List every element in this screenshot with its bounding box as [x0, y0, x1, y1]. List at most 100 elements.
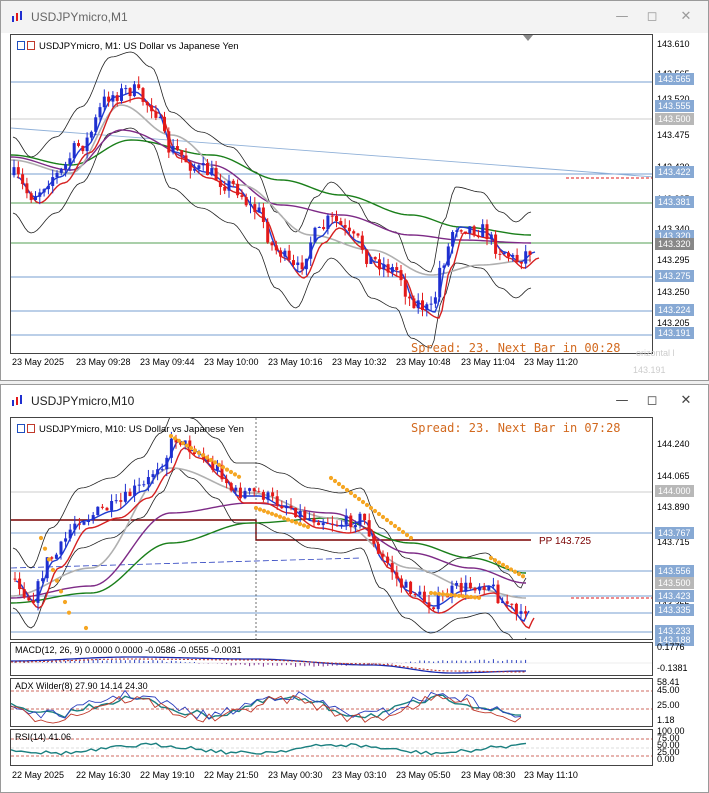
parabolic-sar-dot [452, 593, 458, 598]
parabolic-sar-dot [54, 578, 60, 583]
rsi-panel[interactable]: RSI(14) 41.06 [10, 729, 653, 766]
parabolic-sar-dot [468, 594, 474, 600]
candle-body [395, 267, 399, 271]
candle-body [502, 252, 506, 255]
candle-body [450, 585, 454, 598]
parabolic-sar-dot [38, 535, 44, 541]
candle-body [141, 88, 145, 102]
candle-body [436, 594, 440, 610]
candle-body [446, 246, 450, 266]
parabolic-sar-dot [356, 496, 362, 502]
price-chart-m10[interactable]: USDJPYmicro, M10: US Dollar vs Japanese … [10, 417, 653, 640]
parabolic-sar-dot [516, 571, 522, 577]
candle-body [183, 440, 187, 445]
candle-body [257, 491, 261, 493]
parabolic-sar-dot [232, 472, 238, 477]
candle-body [378, 259, 381, 270]
candle-body [312, 518, 316, 523]
candle-body [409, 581, 413, 594]
rsi-scale[interactable]: 100.00 75.00 50.00 25.00 0.00 [653, 726, 709, 766]
ma-grey [11, 104, 532, 276]
candle-body [210, 168, 214, 176]
ma-blue [16, 91, 536, 313]
candle-body [287, 250, 291, 261]
candle-body [68, 158, 72, 165]
candle-body [294, 507, 298, 518]
candle-body [507, 252, 510, 257]
maximize-icon[interactable]: ◻ [646, 9, 658, 24]
candle-body [154, 111, 158, 118]
price-level-tag: 143.224 [655, 304, 694, 316]
chart-window-icon [12, 395, 22, 406]
macd-panel[interactable]: MACD(12, 26, 9) 0.0000 0.0000 -0.0586 -0… [10, 642, 653, 676]
trend-line [11, 127, 652, 178]
candlestick-plot-m10[interactable] [11, 418, 653, 640]
candle-body [356, 233, 360, 236]
candle-body [229, 483, 233, 491]
window-titlebar[interactable]: USDJPYmicro,M10 — ◻ ✕ [1, 385, 708, 417]
candle-body [376, 543, 380, 554]
price-tick-label: 143.890 [657, 502, 690, 512]
close-icon[interactable]: ✕ [680, 393, 692, 408]
price-tick-label: 144.065 [657, 471, 690, 481]
parabolic-sar-dot [265, 510, 271, 515]
adx-scale[interactable]: 58.41 45.00 25.00 1.18 [653, 677, 709, 727]
candle-body [261, 207, 265, 223]
macd-scale[interactable]: 0.1776 -0.1381 [653, 642, 709, 676]
candle-body [429, 303, 433, 305]
parabolic-sar-dot [464, 594, 470, 599]
candle-body [340, 524, 344, 526]
time-axis-m1[interactable]: 23 May 2025 23 May 09:28 23 May 09:44 23 Ma… [10, 355, 653, 371]
close-icon[interactable]: ✕ [680, 9, 692, 24]
candle-body [433, 297, 437, 304]
spread-next-bar-text: Spread: 23. Next Bar in 07:28 [411, 421, 621, 435]
candle-body [73, 523, 77, 530]
candle-body [160, 469, 164, 471]
parabolic-sar-dot [328, 475, 334, 481]
candle-body [369, 257, 373, 264]
candle-body [243, 490, 247, 499]
maximize-icon[interactable]: ◻ [646, 393, 658, 408]
candle-body [343, 225, 347, 228]
candle-body [501, 601, 505, 604]
candle-body [511, 254, 515, 257]
candle-body [240, 195, 244, 197]
minimize-icon[interactable]: — [615, 9, 629, 24]
candlestick-plot-m1[interactable] [11, 35, 653, 354]
candle-body [464, 582, 468, 592]
chart-window-m10[interactable]: USDJPYmicro,M10 — ◻ ✕ USDJPYmicro, M10: … [0, 384, 709, 793]
candle-body [124, 88, 128, 90]
candle-body [27, 597, 31, 601]
candle-body [303, 511, 307, 520]
rsi-tick-label: 25.00 [657, 747, 680, 757]
price-scale-m1[interactable]: 143.610143.565143.520143.475143.430143.3… [653, 34, 709, 354]
price-chart-m1[interactable]: USDJPYmicro, M1: US Dollar vs Japanese Y… [10, 34, 653, 354]
time-axis-label: 23 May 09:44 [140, 357, 195, 367]
price-level-tag: 143.381 [655, 196, 694, 208]
candle-body [395, 572, 399, 579]
adx-panel[interactable]: ADX Wilder(8) 27.90 14.14 24.30 [10, 678, 653, 727]
candle-body [252, 488, 256, 492]
candle-body [102, 96, 106, 108]
candle-body [344, 515, 348, 525]
chart-window-m1[interactable]: USDJPYmicro,M1 — ◻ ✕ USDJPYmicro, M1: US… [0, 0, 709, 381]
candle-body [227, 180, 231, 191]
hidden-object-label: orizontal l [636, 348, 675, 358]
price-scale-m10[interactable]: 144.240144.065143.890143.715143.540143.3… [653, 417, 709, 646]
candle-body [482, 586, 486, 590]
candle-body [253, 204, 257, 212]
minimize-icon[interactable]: — [615, 393, 629, 408]
parabolic-sar-dot [444, 592, 450, 597]
candle-body [280, 505, 284, 509]
parabolic-sar-dot [297, 521, 303, 527]
window-titlebar[interactable]: USDJPYmicro,M1 — ◻ ✕ [1, 1, 708, 33]
candle-body [197, 165, 201, 169]
parabolic-sar-dot [257, 507, 263, 512]
chart-header-icons [17, 41, 37, 51]
parabolic-sar-dot [208, 457, 214, 463]
price-level-tag: 143.188 [655, 634, 694, 646]
candle-body [215, 464, 219, 471]
ma-purple [11, 129, 532, 244]
candle-body [201, 163, 205, 166]
time-axis-m10[interactable]: 22 May 2025 22 May 16:30 22 May 19:10 22 Ma… [10, 768, 653, 784]
